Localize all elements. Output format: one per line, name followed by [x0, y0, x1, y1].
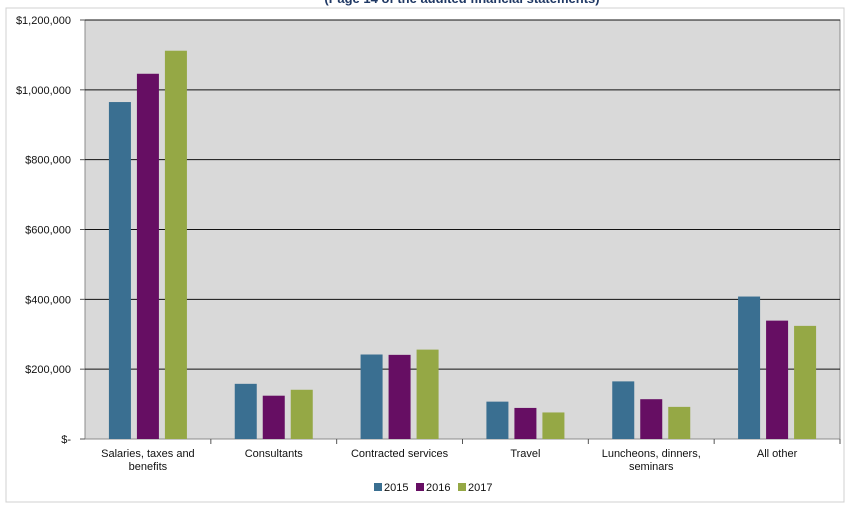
legend-label-2015: 2015 — [384, 482, 408, 494]
x-tick-label: Luncheons, dinners, — [602, 448, 701, 460]
x-tick-label: Contracted services — [351, 448, 449, 460]
bar-2016-4 — [640, 399, 663, 439]
y-tick-label: $800,000 — [25, 155, 71, 167]
y-tick-label: $600,000 — [25, 225, 71, 237]
legend-label-2017: 2017 — [468, 482, 492, 494]
x-tick-label: seminars — [629, 461, 674, 473]
bar-2016-1 — [262, 395, 285, 439]
bar-2015-2 — [360, 354, 383, 439]
bar-2016-3 — [514, 407, 537, 439]
bar-2015-0 — [108, 102, 131, 439]
legend-swatch-2016 — [416, 483, 424, 491]
bar-2017-4 — [668, 406, 691, 439]
y-tick-label: $- — [61, 434, 71, 446]
legend-swatch-2017 — [458, 483, 466, 491]
x-tick-label: Consultants — [245, 448, 304, 460]
bar-2017-3 — [542, 412, 565, 439]
bar-2015-3 — [486, 401, 509, 439]
bar-2015-1 — [234, 383, 257, 439]
bar-2017-1 — [290, 389, 313, 439]
y-tick-label: $1,000,000 — [16, 85, 71, 97]
x-tick-label: Travel — [510, 448, 540, 460]
legend-label-2016: 2016 — [426, 482, 450, 494]
y-tick-label: $1,200,000 — [16, 15, 71, 27]
chart-frame — [5, 7, 845, 503]
bar-2016-5 — [766, 320, 789, 439]
x-tick-label: Salaries, taxes and — [101, 448, 195, 460]
x-tick-label: All other — [757, 448, 798, 460]
bar-2016-2 — [388, 354, 411, 439]
bar-2017-5 — [794, 325, 817, 439]
y-tick-label: $200,000 — [25, 364, 71, 376]
bar-2016-0 — [136, 73, 159, 439]
x-tick-label: benefits — [129, 461, 168, 473]
legend-swatch-2015 — [374, 483, 382, 491]
bar-2017-2 — [416, 349, 439, 439]
bar-2015-5 — [738, 296, 761, 439]
bar-2015-4 — [612, 381, 635, 439]
bar-2017-0 — [164, 50, 187, 440]
y-tick-label: $400,000 — [25, 294, 71, 306]
chart-title: (Page 14 of the audited financial statem… — [324, 0, 599, 6]
